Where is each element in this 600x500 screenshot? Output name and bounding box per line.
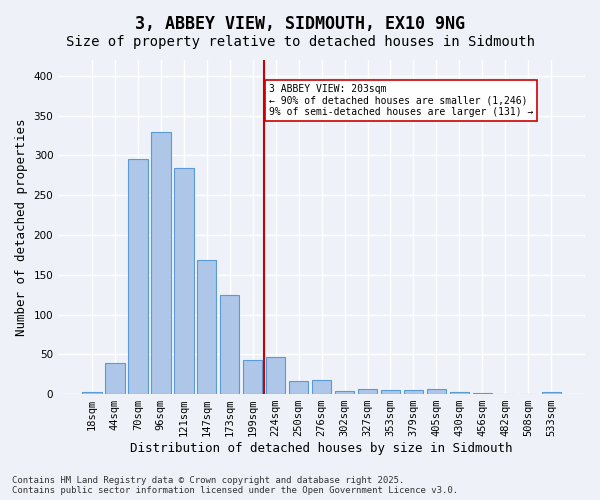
Bar: [105, 363, 125, 394]
Bar: [335, 391, 355, 394]
X-axis label: Distribution of detached houses by size in Sidmouth: Distribution of detached houses by size …: [130, 442, 513, 455]
Bar: [427, 388, 446, 394]
Bar: [220, 294, 239, 394]
Text: 3, ABBEY VIEW, SIDMOUTH, EX10 9NG: 3, ABBEY VIEW, SIDMOUTH, EX10 9NG: [135, 15, 465, 33]
Bar: [82, 392, 101, 394]
Bar: [449, 392, 469, 394]
Bar: [197, 260, 217, 394]
Bar: [151, 132, 170, 394]
Bar: [289, 382, 308, 394]
Bar: [542, 392, 561, 394]
Bar: [358, 390, 377, 394]
Text: 3 ABBEY VIEW: 203sqm
← 90% of detached houses are smaller (1,246)
9% of semi-det: 3 ABBEY VIEW: 203sqm ← 90% of detached h…: [269, 84, 533, 117]
Bar: [243, 360, 262, 394]
Bar: [128, 158, 148, 394]
Bar: [266, 358, 286, 394]
Text: Contains HM Land Registry data © Crown copyright and database right 2025.
Contai: Contains HM Land Registry data © Crown c…: [12, 476, 458, 495]
Bar: [381, 390, 400, 394]
Bar: [312, 380, 331, 394]
Bar: [404, 390, 423, 394]
Text: Size of property relative to detached houses in Sidmouth: Size of property relative to detached ho…: [65, 35, 535, 49]
Y-axis label: Number of detached properties: Number of detached properties: [15, 118, 28, 336]
Bar: [174, 168, 194, 394]
